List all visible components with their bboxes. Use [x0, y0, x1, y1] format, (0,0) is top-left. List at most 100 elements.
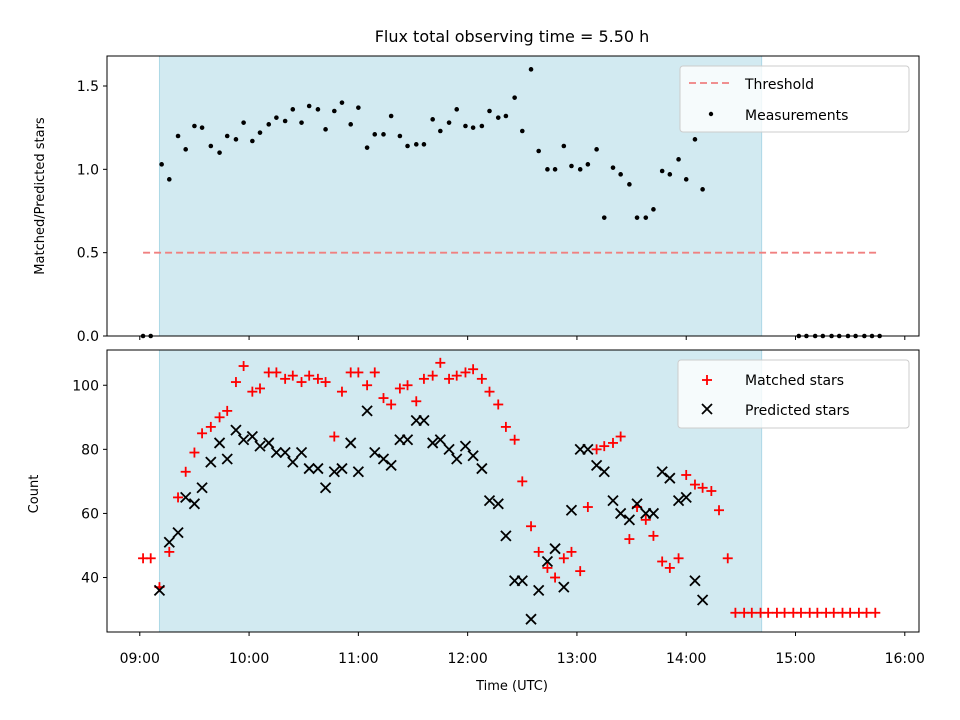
bottom-legend: Matched stars Predicted stars: [677, 359, 910, 429]
predicted-star-point: [385, 459, 397, 472]
top-axes-frame: [106, 55, 920, 337]
measurement-point: [241, 120, 246, 125]
predicted-star-point: [361, 405, 373, 417]
matched-star-point: [681, 469, 692, 480]
predicted-star-point: [319, 482, 332, 494]
matched-star-point: [205, 421, 216, 432]
bottom-legend-box: [677, 359, 910, 429]
measurement-point: [199, 125, 205, 130]
bottom-y-axis-label: Count: [27, 475, 42, 514]
matched-star-point: [861, 607, 872, 618]
predicted-star-point: [246, 430, 258, 443]
predicted-star-point: [664, 472, 676, 484]
matched-star-point: [197, 428, 208, 439]
predicted-star-point: [459, 440, 472, 452]
measurement-point: [569, 163, 574, 169]
predicted-star-point: [205, 456, 217, 468]
matched-star-point: [582, 502, 593, 513]
measurement-point: [634, 215, 640, 220]
matched-stars-points: [138, 357, 881, 618]
matched-star-point: [746, 607, 757, 618]
predicted-star-point: [689, 575, 701, 587]
measurement-point: [250, 138, 255, 144]
matched-star-point: [336, 386, 347, 397]
measurement-point: [503, 113, 509, 119]
predicted-star-point: [476, 462, 488, 475]
predicted-star-point: [483, 494, 496, 507]
measurement-point: [585, 162, 591, 167]
x-tick-label: 16:00: [885, 651, 925, 667]
matched-star-point: [575, 566, 586, 577]
predicted-star-point: [221, 453, 233, 465]
measurement-point: [552, 167, 558, 172]
matched-star-point: [402, 380, 413, 391]
top-y-axis-label: Matched/Predicted stars: [33, 117, 48, 275]
x-tick-label: 10:00: [229, 651, 269, 667]
y-tick-label: 100: [72, 378, 99, 394]
predicted-star-point: [647, 507, 660, 520]
x-axis-label: Time (UTC): [475, 679, 548, 694]
measurement-point: [470, 125, 476, 130]
predicted-star-point: [213, 437, 226, 449]
predicted-star-point: [295, 446, 308, 459]
measurement-point: [405, 143, 410, 149]
measurement-point: [159, 162, 164, 167]
measurement-point: [421, 142, 427, 147]
measurement-point: [372, 132, 378, 137]
predicted-star-point: [525, 613, 537, 625]
measurement-point: [610, 165, 616, 170]
matched-star-point: [779, 607, 790, 618]
matched-star-point: [673, 553, 684, 564]
matched-star-point: [230, 377, 241, 388]
matched-star-point: [418, 373, 429, 384]
predicted-star-point: [328, 466, 340, 478]
x-tick-label: 12:00: [447, 651, 487, 667]
matched-star-point: [640, 514, 651, 525]
measurement-point: [594, 147, 599, 152]
matched-star-point: [468, 364, 479, 375]
measurement-point: [601, 215, 607, 220]
matched-star-point: [460, 367, 471, 378]
predicted-star-point: [565, 504, 578, 516]
measurement-point: [348, 122, 354, 127]
measurement-point: [659, 168, 665, 174]
measurement-point: [479, 123, 485, 129]
predicted-star-point: [369, 446, 381, 459]
measurement-point: [224, 133, 230, 139]
measurement-point: [356, 105, 361, 110]
measurement-point: [208, 143, 214, 149]
predicted-star-point: [467, 450, 479, 462]
count-panel: 40 60 80 100 09:00 10:00 11:00 12:00 13:00 14:00…: [27, 349, 925, 694]
matched-star-point: [329, 431, 340, 442]
measurement-point: [299, 120, 304, 125]
predicted-star-point: [598, 466, 610, 478]
predicted-star-point: [582, 443, 594, 455]
measurement-point: [282, 118, 288, 124]
matched-star-point: [714, 505, 725, 516]
y-tick-label: 60: [81, 506, 99, 522]
matched-star-point: [812, 607, 823, 618]
matched-star-point: [664, 562, 675, 573]
matched-star-point: [435, 357, 446, 368]
x-tick-label: 15:00: [775, 651, 815, 667]
predicted-star-point: [500, 530, 512, 542]
matched-star-point: [624, 534, 635, 545]
predicted-star-point: [558, 581, 570, 593]
matched-star-point: [296, 377, 307, 388]
measurement-point: [446, 120, 452, 125]
y-tick-label: 40: [81, 571, 99, 587]
matched-star-point: [550, 572, 561, 583]
predicted-star-point: [263, 437, 275, 449]
bottom-x-ticks: 09:00 10:00 11:00 12:00 13:00 14:00 15:00 16:00: [120, 632, 925, 667]
matched-star-point: [255, 383, 266, 394]
matched-star-point: [164, 546, 175, 557]
predicted-star-point: [607, 494, 619, 507]
predicted-star-point: [352, 466, 364, 478]
predicted-star-point: [451, 453, 463, 465]
matched-star-point: [304, 370, 315, 381]
matched-star-point: [722, 553, 733, 564]
legend-threshold-label: Threshold: [744, 77, 814, 93]
matched-star-point: [451, 370, 462, 381]
measurement-point: [463, 123, 468, 129]
